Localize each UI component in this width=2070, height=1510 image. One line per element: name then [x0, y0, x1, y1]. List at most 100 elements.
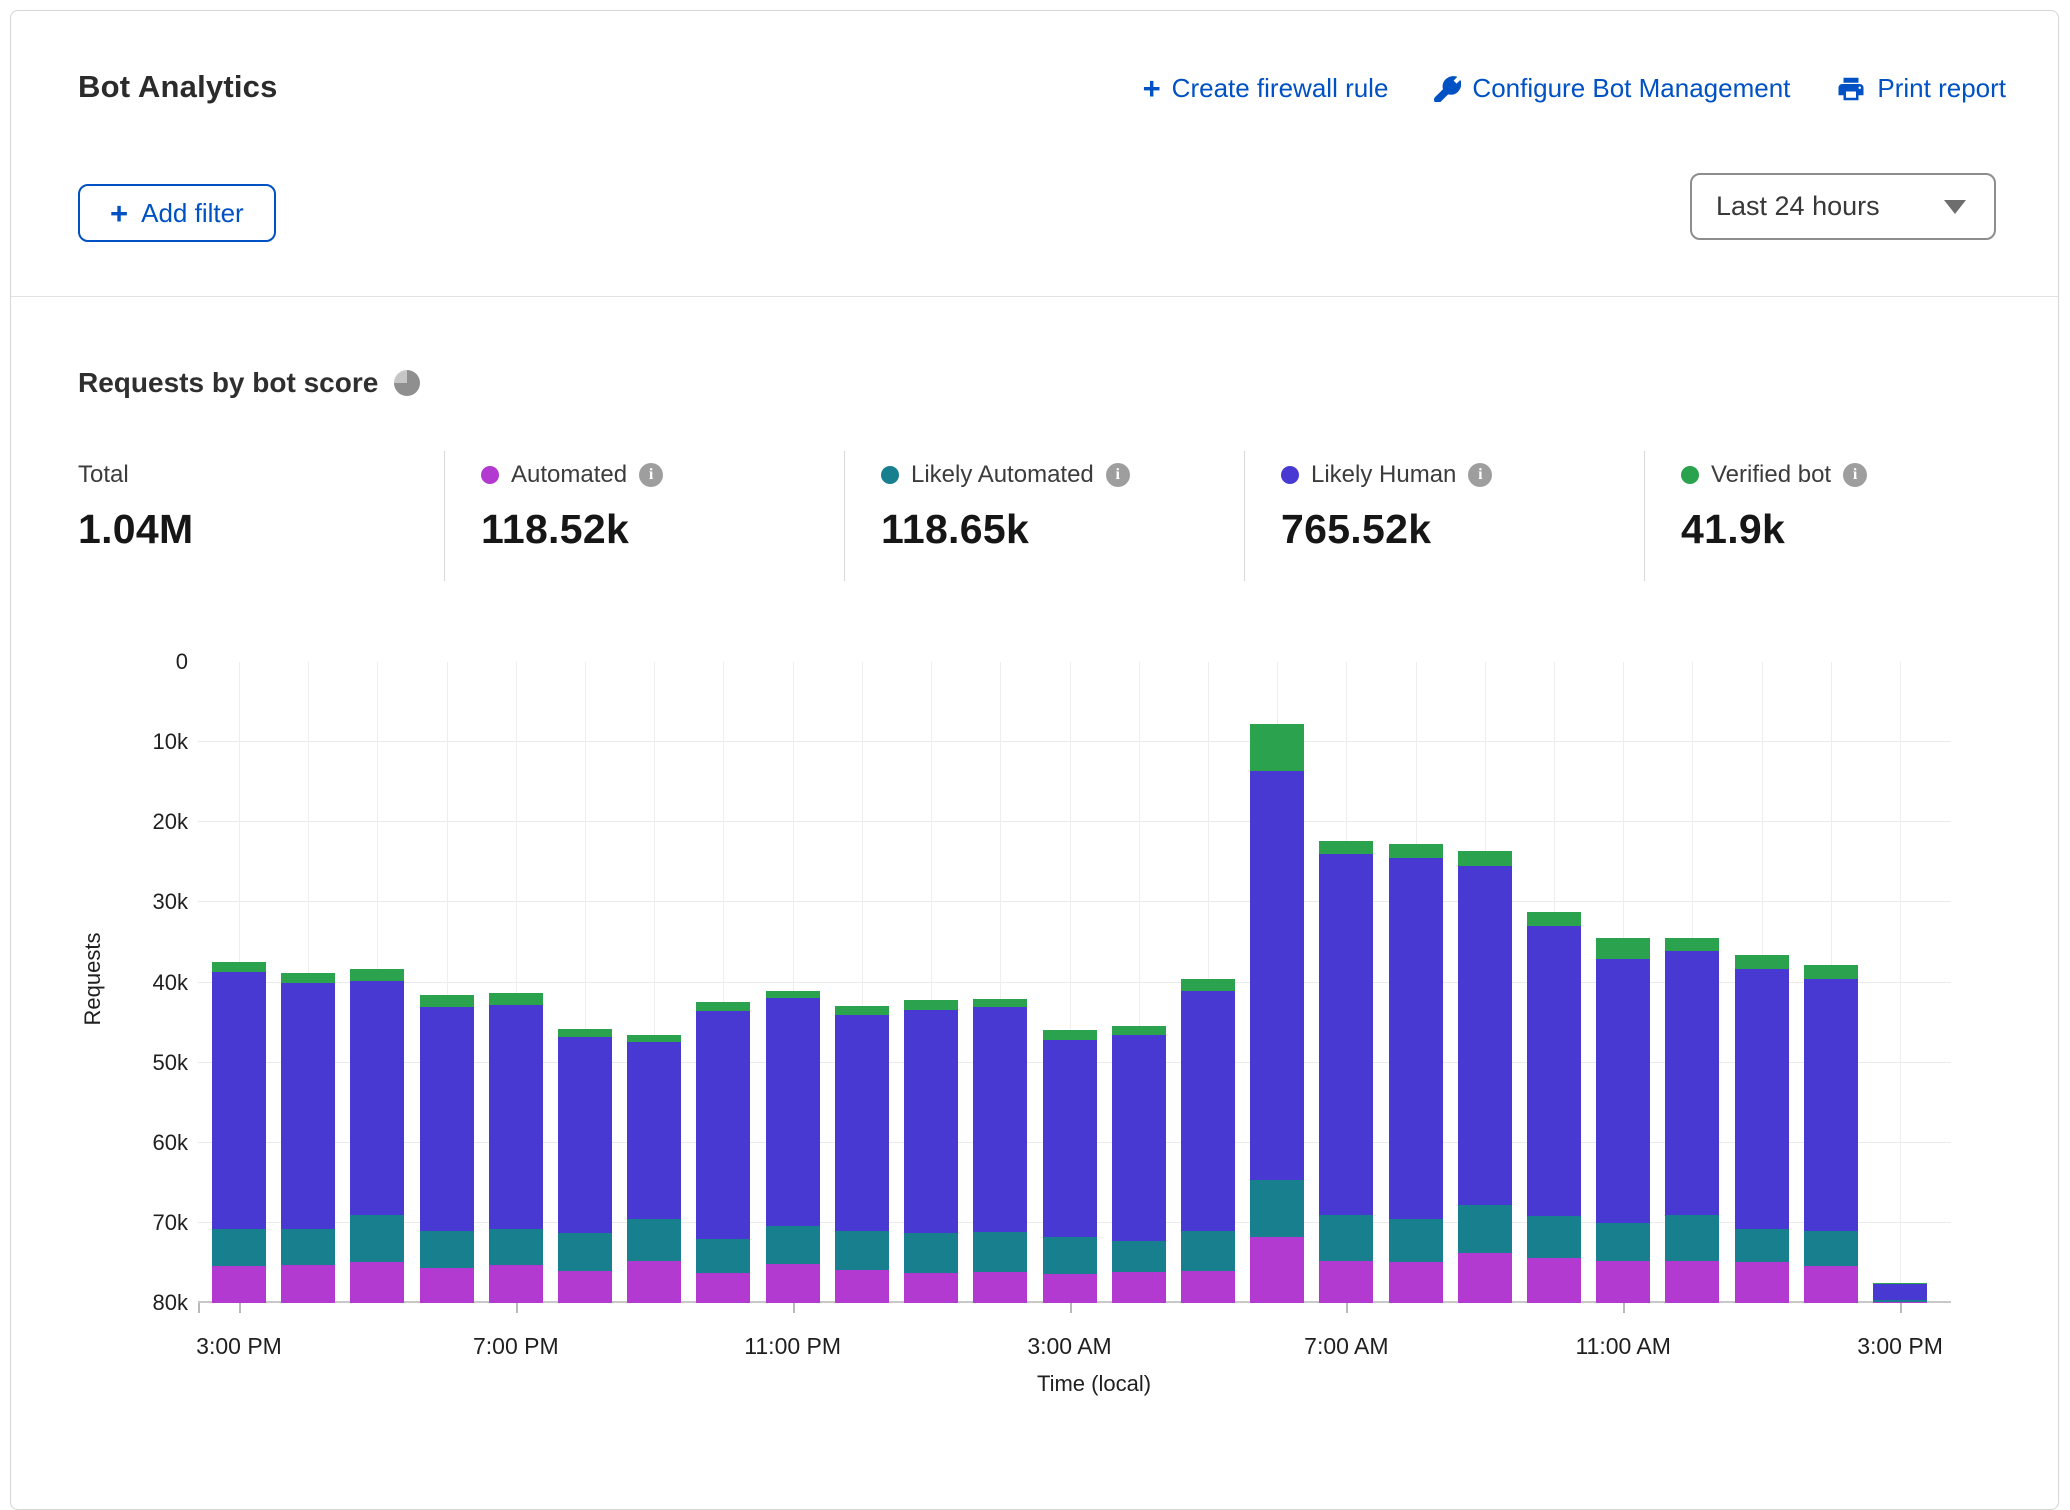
- y-tick-label: 40k: [98, 970, 188, 996]
- segment-verified-bot: [1043, 1030, 1097, 1040]
- y-tick-label: 60k: [98, 1130, 188, 1156]
- segment-automated: [1804, 1266, 1858, 1303]
- segment-likely-human: [1250, 771, 1304, 1180]
- gridline: [198, 821, 1951, 822]
- requests-chart: Requests Time (local) 010k20k30k40k50k60…: [11, 11, 2058, 1509]
- bar-12-00-pm[interactable]: [1665, 938, 1719, 1303]
- segment-likely-automated: [420, 1231, 474, 1268]
- segment-likely-automated: [766, 1226, 820, 1264]
- bar-3-00-pm[interactable]: [212, 962, 266, 1303]
- segment-automated: [1319, 1261, 1373, 1303]
- bar-5-00-pm[interactable]: [350, 969, 404, 1303]
- bar-4-00-am[interactable]: [1112, 1026, 1166, 1303]
- bar-6-00-am[interactable]: [1250, 724, 1304, 1303]
- segment-likely-automated: [835, 1231, 889, 1270]
- segment-likely-human: [835, 1015, 889, 1231]
- segment-verified-bot: [350, 969, 404, 981]
- bar-7-00-pm[interactable]: [489, 993, 543, 1303]
- segment-likely-human: [1665, 951, 1719, 1215]
- bar-2-00-pm[interactable]: [1804, 965, 1858, 1303]
- segment-verified-bot: [558, 1029, 612, 1037]
- segment-likely-human: [1735, 969, 1789, 1229]
- axis-tick: [1900, 1303, 1902, 1313]
- segment-likely-automated: [1735, 1229, 1789, 1263]
- bar-2-00-am[interactable]: [973, 999, 1027, 1303]
- y-tick-label: 80k: [98, 1290, 188, 1316]
- x-tick-label: 7:00 PM: [436, 1333, 596, 1360]
- segment-automated: [350, 1262, 404, 1303]
- segment-verified-bot: [1596, 938, 1650, 959]
- axis-tick: [1070, 1303, 1072, 1313]
- bar-5-00-am[interactable]: [1181, 979, 1235, 1303]
- axis-tick: [239, 1303, 241, 1313]
- segment-verified-bot: [1735, 955, 1789, 969]
- segment-automated: [904, 1273, 958, 1303]
- bar-4-00-pm[interactable]: [281, 973, 335, 1303]
- segment-likely-human: [212, 972, 266, 1229]
- bar-8-00-pm[interactable]: [558, 1029, 612, 1303]
- segment-automated: [1112, 1272, 1166, 1303]
- y-tick-label: 50k: [98, 1050, 188, 1076]
- segment-likely-human: [904, 1010, 958, 1234]
- x-tick-label: 3:00 PM: [159, 1333, 319, 1360]
- segment-likely-human: [489, 1005, 543, 1229]
- bar-1-00-am[interactable]: [904, 1000, 958, 1303]
- segment-verified-bot: [281, 973, 335, 983]
- segment-automated: [835, 1270, 889, 1303]
- bar-12-00-am[interactable]: [835, 1006, 889, 1303]
- segment-likely-automated: [1527, 1216, 1581, 1258]
- segment-automated: [489, 1265, 543, 1303]
- plot-area: [198, 662, 1951, 1303]
- gridline: [198, 901, 1951, 902]
- segment-automated: [1250, 1237, 1304, 1304]
- segment-automated: [696, 1273, 750, 1303]
- x-tick-label: 11:00 AM: [1543, 1333, 1703, 1360]
- segment-likely-automated: [212, 1229, 266, 1266]
- segment-verified-bot: [904, 1000, 958, 1010]
- segment-likely-automated: [904, 1233, 958, 1272]
- bar-7-00-am[interactable]: [1319, 841, 1373, 1303]
- segment-verified-bot: [766, 991, 820, 998]
- bar-3-00-pm[interactable]: [1873, 1283, 1927, 1303]
- segment-verified-bot: [1665, 938, 1719, 952]
- y-tick-label: 0: [98, 649, 188, 675]
- axis-tick: [1346, 1303, 1348, 1313]
- segment-automated: [1181, 1271, 1235, 1303]
- bar-1-00-pm[interactable]: [1735, 955, 1789, 1303]
- segment-likely-automated: [1043, 1237, 1097, 1275]
- segment-likely-human: [1458, 866, 1512, 1206]
- segment-likely-automated: [1250, 1180, 1304, 1236]
- segment-likely-human: [1389, 858, 1443, 1219]
- bar-8-00-am[interactable]: [1389, 844, 1443, 1303]
- bar-11-00-am[interactable]: [1596, 938, 1650, 1303]
- bar-3-00-am[interactable]: [1043, 1030, 1097, 1303]
- segment-verified-bot: [1250, 724, 1304, 771]
- segment-verified-bot: [489, 993, 543, 1005]
- bar-6-00-pm[interactable]: [420, 995, 474, 1303]
- segment-verified-bot: [1527, 912, 1581, 926]
- segment-automated: [1043, 1274, 1097, 1303]
- segment-likely-human: [1112, 1035, 1166, 1241]
- y-tick-label: 30k: [98, 889, 188, 915]
- bar-10-00-am[interactable]: [1527, 912, 1581, 1303]
- segment-automated: [212, 1266, 266, 1303]
- segment-verified-bot: [1112, 1026, 1166, 1035]
- bar-11-00-pm[interactable]: [766, 991, 820, 1303]
- segment-automated: [627, 1261, 681, 1303]
- segment-likely-automated: [973, 1232, 1027, 1272]
- bar-10-00-pm[interactable]: [696, 1002, 750, 1303]
- segment-verified-bot: [696, 1002, 750, 1012]
- axis-tick: [1623, 1303, 1625, 1313]
- segment-likely-human: [1873, 1284, 1927, 1300]
- segment-likely-automated: [281, 1229, 335, 1265]
- segment-likely-human: [350, 981, 404, 1215]
- segment-verified-bot: [835, 1006, 889, 1015]
- segment-likely-automated: [1319, 1215, 1373, 1261]
- segment-verified-bot: [1389, 844, 1443, 858]
- segment-verified-bot: [1458, 851, 1512, 865]
- segment-likely-automated: [696, 1239, 750, 1273]
- segment-verified-bot: [1319, 841, 1373, 855]
- bar-9-00-pm[interactable]: [627, 1035, 681, 1303]
- axis-tick: [198, 1303, 200, 1313]
- bar-9-00-am[interactable]: [1458, 851, 1512, 1303]
